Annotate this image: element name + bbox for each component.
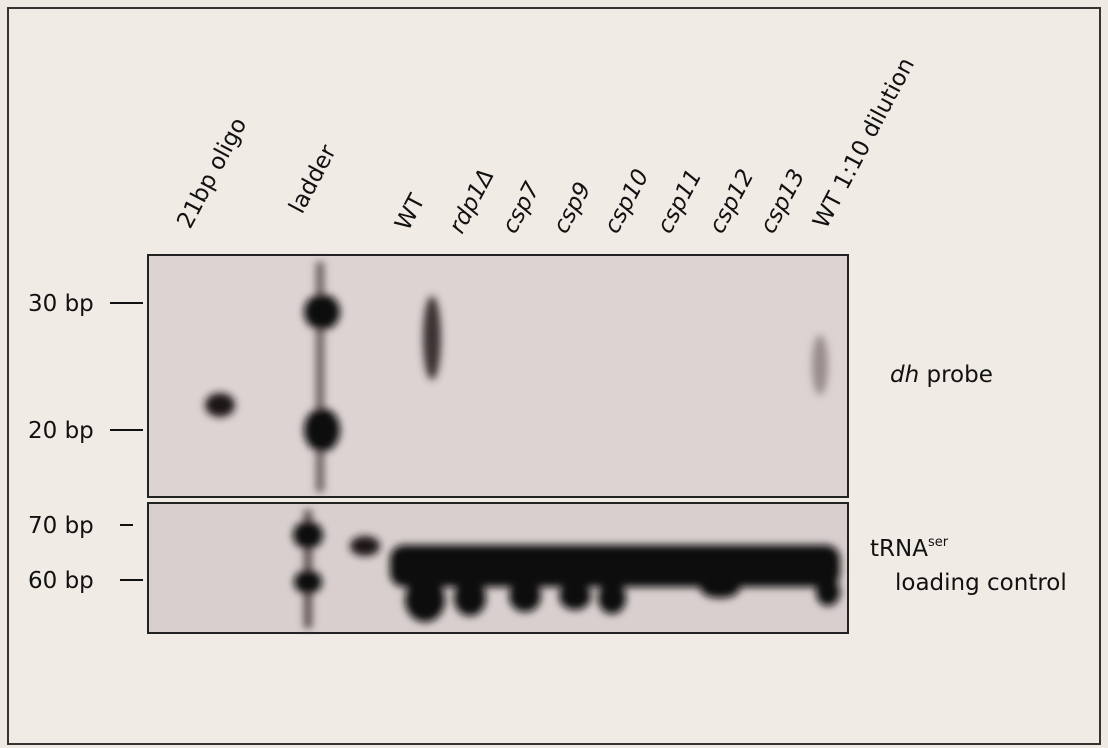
probe-name: dh — [890, 362, 919, 388]
control-superscript: ser — [928, 535, 949, 550]
bottom-bands — [293, 510, 840, 628]
size-marker: 60 bp — [28, 568, 94, 594]
probe-label: dh probe — [890, 362, 993, 388]
size-marker: 20 bp — [28, 418, 94, 444]
probe-word: probe — [927, 362, 993, 388]
size-marker: 70 bp — [28, 513, 94, 539]
control-name: tRNA — [870, 536, 928, 562]
control-label: tRNAser — [870, 535, 949, 562]
size-marker: 30 bp — [28, 291, 94, 317]
top-blot — [147, 254, 849, 498]
control-label-line2: loading control — [895, 570, 1067, 596]
top-bands — [205, 262, 828, 492]
